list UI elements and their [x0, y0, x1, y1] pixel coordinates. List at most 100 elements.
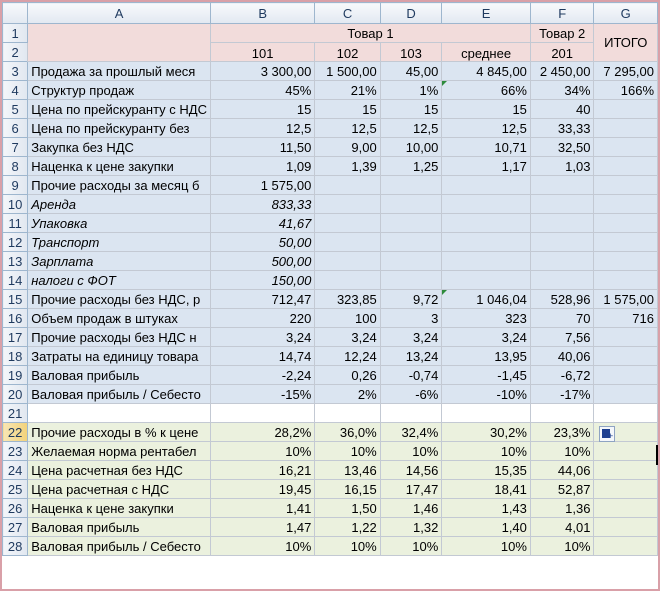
- value-cell[interactable]: 40,06: [529, 346, 595, 366]
- value-cell[interactable]: [529, 403, 595, 423]
- value-cell[interactable]: 100: [314, 308, 381, 328]
- value-cell[interactable]: 11,50: [209, 137, 316, 157]
- value-cell[interactable]: 16,15: [314, 479, 381, 499]
- value-cell[interactable]: 14,56: [379, 460, 443, 480]
- row-label-cell[interactable]: Структур продаж: [27, 80, 211, 100]
- row-label-cell[interactable]: Прочие расходы без НДС, р: [27, 289, 211, 309]
- row-header[interactable]: 16: [2, 308, 29, 328]
- value-cell[interactable]: [593, 156, 658, 176]
- row-header[interactable]: 1: [2, 23, 29, 43]
- value-cell[interactable]: 12,5: [209, 118, 316, 138]
- value-cell[interactable]: 166%: [593, 80, 658, 100]
- column-header-e[interactable]: E: [441, 2, 531, 24]
- column-header-a[interactable]: A: [27, 2, 211, 24]
- value-cell[interactable]: 12,5: [314, 118, 381, 138]
- row-header[interactable]: 12: [2, 232, 29, 252]
- row-label-cell[interactable]: Цена по прейскуранту без: [27, 118, 211, 138]
- value-cell[interactable]: 15: [441, 99, 531, 119]
- value-cell[interactable]: [441, 175, 531, 195]
- value-cell[interactable]: 1,50: [314, 498, 381, 518]
- value-cell[interactable]: 712,47: [209, 289, 316, 309]
- value-cell[interactable]: 13,95: [441, 346, 531, 366]
- value-cell[interactable]: [593, 536, 658, 556]
- column-header-c[interactable]: C: [314, 2, 381, 24]
- value-cell[interactable]: [314, 270, 381, 290]
- value-cell[interactable]: 9,00: [314, 137, 381, 157]
- row-header[interactable]: 22: [2, 422, 29, 442]
- row-header[interactable]: 24: [2, 460, 29, 480]
- row-header[interactable]: 2: [2, 42, 29, 62]
- value-cell[interactable]: 1,36: [529, 498, 595, 518]
- value-cell[interactable]: [441, 403, 531, 423]
- value-cell[interactable]: [593, 327, 658, 347]
- value-cell[interactable]: 0,26: [314, 365, 381, 385]
- row-header[interactable]: 14: [2, 270, 29, 290]
- row-label-cell[interactable]: налоги с ФОТ: [27, 270, 211, 290]
- value-cell[interactable]: [529, 194, 595, 214]
- value-cell[interactable]: 12,24: [314, 346, 381, 366]
- row-label-cell[interactable]: Объем продаж в штуках: [27, 308, 211, 328]
- product-code-101[interactable]: 101: [209, 42, 316, 62]
- row-label-cell[interactable]: Валовая прибыль / Себесто: [27, 384, 211, 404]
- value-cell[interactable]: 45%: [209, 80, 316, 100]
- select-all-corner[interactable]: [2, 2, 29, 24]
- value-cell[interactable]: 4,01: [529, 517, 595, 537]
- value-cell[interactable]: -15%: [209, 384, 316, 404]
- row-header[interactable]: 15: [2, 289, 29, 309]
- value-cell[interactable]: 10%: [314, 441, 381, 461]
- value-cell[interactable]: 1,39: [314, 156, 381, 176]
- value-cell[interactable]: 3: [379, 308, 443, 328]
- value-cell[interactable]: [593, 194, 658, 214]
- value-cell[interactable]: 10%: [379, 441, 443, 461]
- value-cell[interactable]: 1,25: [379, 156, 443, 176]
- value-cell[interactable]: 3,24: [314, 327, 381, 347]
- row-label-cell[interactable]: Валовая прибыль / Себесто: [27, 536, 211, 556]
- value-cell[interactable]: 17,47: [379, 479, 443, 499]
- value-cell[interactable]: 36,0%: [314, 422, 381, 442]
- value-cell[interactable]: 1,46: [379, 498, 443, 518]
- value-cell[interactable]: [314, 194, 381, 214]
- value-cell[interactable]: [593, 517, 658, 537]
- product-group-2-header[interactable]: Товар 2: [529, 23, 595, 43]
- value-cell[interactable]: 3,24: [379, 327, 443, 347]
- value-cell[interactable]: [314, 175, 381, 195]
- value-cell[interactable]: [593, 479, 658, 499]
- value-cell[interactable]: [593, 118, 658, 138]
- value-cell[interactable]: 1%: [379, 80, 443, 100]
- row-header[interactable]: 4: [2, 80, 29, 100]
- row-header[interactable]: 21: [2, 403, 29, 423]
- value-cell[interactable]: [379, 194, 443, 214]
- row-label-cell[interactable]: Транспорт: [27, 232, 211, 252]
- value-cell[interactable]: 32,4%: [379, 422, 443, 442]
- value-cell[interactable]: 9,72: [379, 289, 443, 309]
- value-cell[interactable]: [593, 270, 658, 290]
- value-cell[interactable]: 3 300,00: [209, 61, 316, 81]
- value-cell[interactable]: 14,74: [209, 346, 316, 366]
- value-cell[interactable]: [593, 137, 658, 157]
- row-header[interactable]: 6: [2, 118, 29, 138]
- value-cell[interactable]: 10%: [441, 441, 531, 461]
- value-cell[interactable]: 220: [209, 308, 316, 328]
- value-cell[interactable]: [593, 251, 658, 271]
- row-label-cell[interactable]: Упаковка: [27, 213, 211, 233]
- value-cell[interactable]: -6,72: [529, 365, 595, 385]
- product-group-1-header[interactable]: Товар 1: [209, 23, 531, 43]
- row-label-cell[interactable]: Прочие расходы без НДС н: [27, 327, 211, 347]
- row-header[interactable]: 26: [2, 498, 29, 518]
- value-cell[interactable]: 3,24: [441, 327, 531, 347]
- column-header-g[interactable]: G: [593, 2, 658, 24]
- value-cell[interactable]: 716: [593, 308, 658, 328]
- paste-options-icon[interactable]: +: [599, 426, 615, 442]
- value-cell[interactable]: 33,33: [529, 118, 595, 138]
- row-label-cell[interactable]: Прочие расходы в % к цене: [27, 422, 211, 442]
- row-header[interactable]: 17: [2, 327, 29, 347]
- value-cell[interactable]: 32,50: [529, 137, 595, 157]
- value-cell[interactable]: 30,2%: [441, 422, 531, 442]
- value-cell[interactable]: 44,06: [529, 460, 595, 480]
- row-label-cell[interactable]: Валовая прибыль: [27, 517, 211, 537]
- value-cell[interactable]: [314, 232, 381, 252]
- value-cell[interactable]: 1 046,04: [441, 289, 531, 309]
- value-cell[interactable]: 833,33: [209, 194, 316, 214]
- value-cell[interactable]: 13,46: [314, 460, 381, 480]
- value-cell[interactable]: 15: [379, 99, 443, 119]
